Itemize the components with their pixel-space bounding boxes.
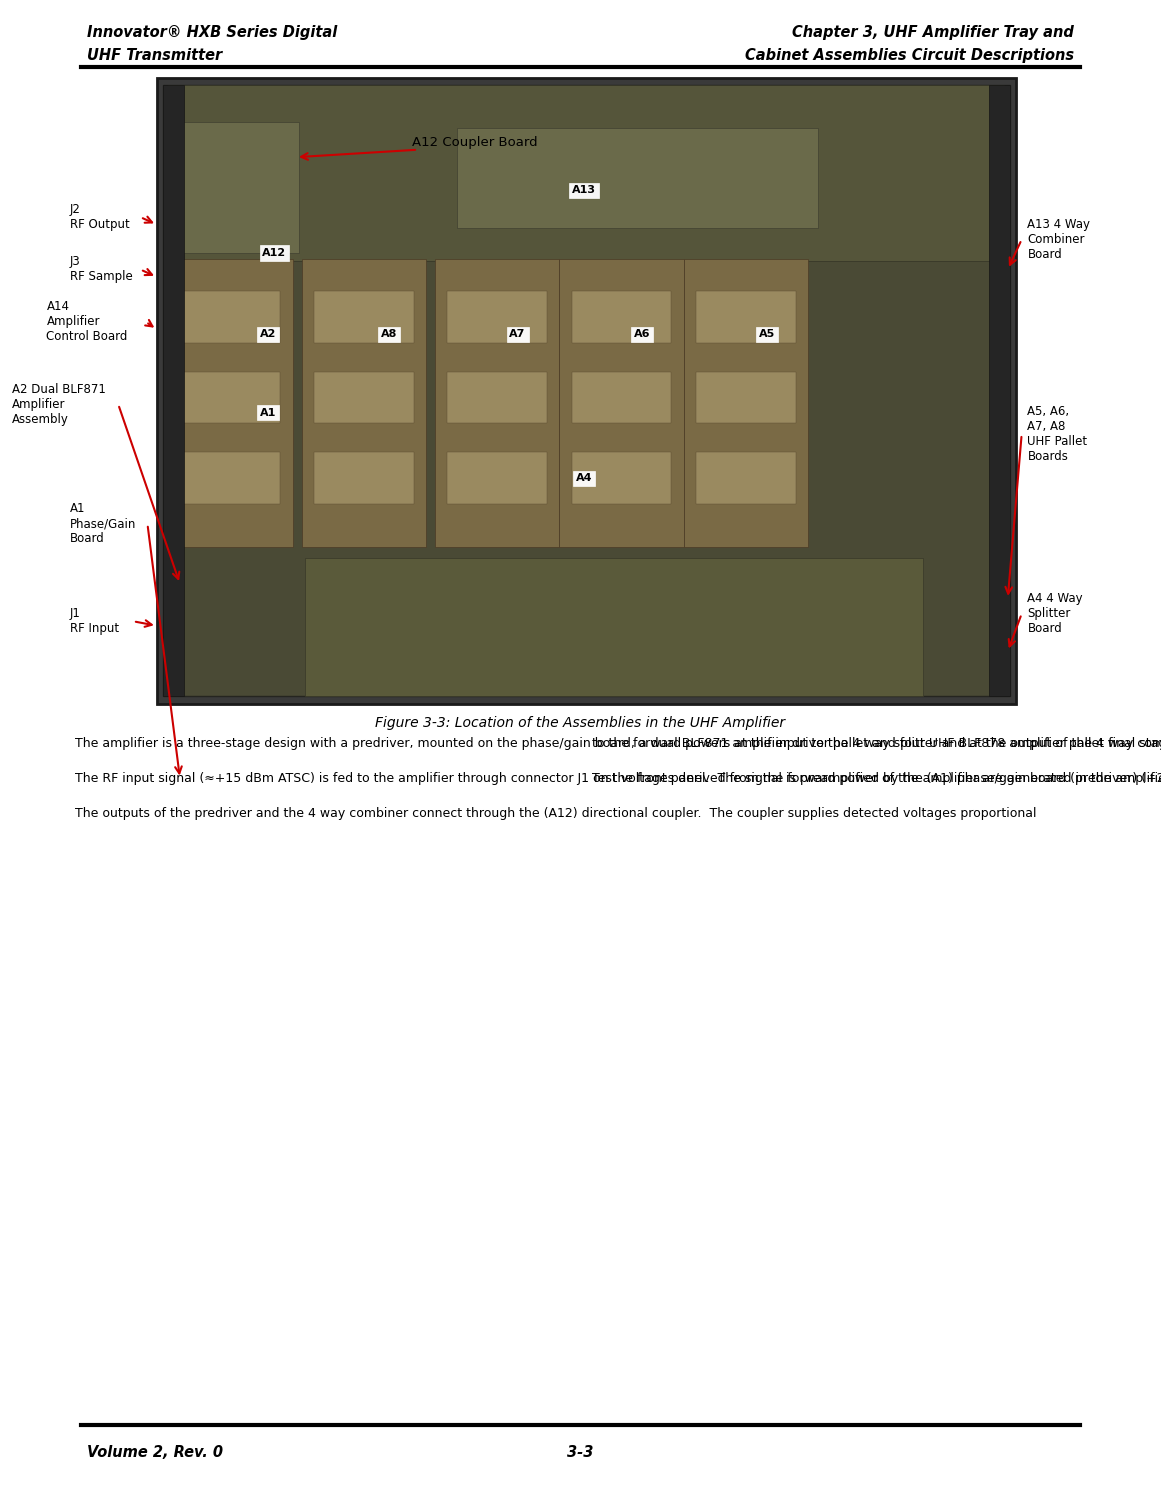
Bar — [697, 452, 796, 504]
Text: A12 Coupler Board: A12 Coupler Board — [412, 136, 538, 148]
Bar — [571, 290, 671, 343]
Text: Innovator® HXB Series Digital: Innovator® HXB Series Digital — [87, 25, 338, 40]
Bar — [181, 290, 281, 343]
Text: A7: A7 — [510, 329, 526, 340]
Text: Figure 3-3: Location of the Assemblies in the UHF Amplifier: Figure 3-3: Location of the Assemblies i… — [375, 716, 786, 731]
Bar — [302, 259, 426, 546]
Text: Chapter 3, UHF Amplifier Tray and: Chapter 3, UHF Amplifier Tray and — [792, 25, 1074, 40]
Bar — [989, 85, 1010, 696]
Text: J2
RF Output: J2 RF Output — [70, 204, 129, 231]
Text: A1
Phase/Gain
Board: A1 Phase/Gain Board — [70, 503, 136, 545]
Bar — [697, 290, 796, 343]
Bar — [174, 121, 298, 253]
Bar — [163, 85, 1010, 696]
Bar — [181, 452, 281, 504]
Text: 3-3: 3-3 — [568, 1445, 593, 1460]
Text: A8: A8 — [381, 329, 397, 340]
Text: A2 Dual BLF871
Amplifier
Assembly: A2 Dual BLF871 Amplifier Assembly — [12, 383, 106, 425]
Bar — [434, 259, 560, 546]
Bar — [684, 259, 808, 546]
Bar — [157, 78, 1016, 704]
Text: to the forward powers at the input to the 4 way splitter and at the output of th: to the forward powers at the input to th… — [592, 737, 1161, 784]
Text: A4 4 Way
Splitter
Board: A4 4 Way Splitter Board — [1027, 593, 1083, 635]
Bar — [304, 558, 923, 696]
Bar — [313, 371, 413, 424]
Text: J3
RF Sample: J3 RF Sample — [70, 256, 132, 283]
Bar — [447, 452, 547, 504]
Bar — [571, 452, 671, 504]
Text: UHF Transmitter: UHF Transmitter — [87, 48, 222, 63]
Text: A14
Amplifier
Control Board: A14 Amplifier Control Board — [46, 301, 128, 343]
Text: The amplifier is a three-stage design with a predriver, mounted on the phase/gai: The amplifier is a three-stage design wi… — [75, 737, 1161, 819]
Bar — [168, 259, 293, 546]
Text: A13 4 Way
Combiner
Board: A13 4 Way Combiner Board — [1027, 219, 1090, 260]
Bar — [697, 371, 796, 424]
Bar — [457, 127, 819, 228]
Text: A2: A2 — [260, 329, 276, 340]
Bar — [560, 259, 684, 546]
Bar — [571, 371, 671, 424]
Bar — [447, 290, 547, 343]
Text: A4: A4 — [576, 473, 592, 484]
Text: A12: A12 — [262, 249, 287, 257]
Text: A1: A1 — [260, 407, 276, 418]
Text: A5, A6,
A7, A8
UHF Pallet
Boards: A5, A6, A7, A8 UHF Pallet Boards — [1027, 406, 1088, 463]
Bar — [181, 371, 281, 424]
Bar — [447, 371, 547, 424]
Bar — [313, 452, 413, 504]
Bar — [168, 85, 1004, 260]
Text: A13: A13 — [571, 186, 596, 196]
Text: J1
RF Input: J1 RF Input — [70, 608, 118, 635]
Text: A5: A5 — [758, 329, 774, 340]
Text: Cabinet Assemblies Circuit Descriptions: Cabinet Assemblies Circuit Descriptions — [745, 48, 1074, 63]
Text: A6: A6 — [634, 329, 650, 340]
Bar — [163, 85, 183, 696]
Text: Volume 2, Rev. 0: Volume 2, Rev. 0 — [87, 1445, 223, 1460]
Bar — [313, 290, 413, 343]
